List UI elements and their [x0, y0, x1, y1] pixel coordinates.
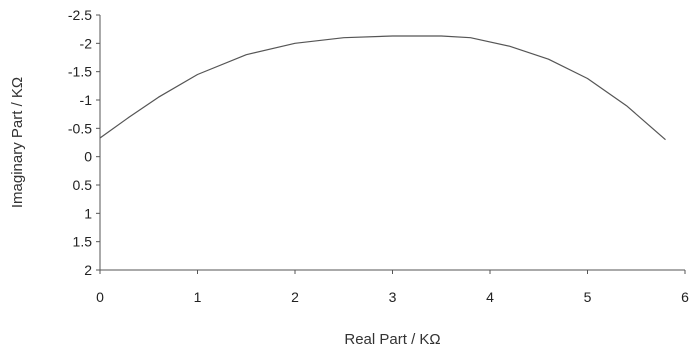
plot-marks	[99, 35, 666, 141]
x-tick-label: 1	[194, 289, 202, 305]
y-tick-label: 1	[84, 205, 92, 221]
x-tick-label: 3	[389, 289, 397, 305]
y-tick-label: -2	[80, 35, 93, 51]
y-tick-label: -1	[80, 92, 93, 108]
y-tick-label: 2	[84, 262, 92, 278]
x-tick-label: 5	[584, 289, 592, 305]
y-tick-label: -2.5	[68, 7, 92, 23]
x-tick-label: 4	[486, 289, 494, 305]
y-tick-label: 0.5	[73, 177, 93, 193]
y-tick-label: -0.5	[68, 120, 92, 136]
y-axis-title: Imaginary Part / KΩ	[9, 77, 26, 208]
series-line	[99, 35, 666, 141]
x-axis-title: Real Part / KΩ	[344, 331, 440, 348]
x-tick-label: 0	[96, 289, 104, 305]
x-tick-label: 2	[291, 289, 299, 305]
y-tick-label: 1.5	[73, 234, 93, 250]
x-tick-label: 6	[681, 289, 689, 305]
y-tick-label: -1.5	[68, 64, 92, 80]
y-tick-label: 0	[84, 149, 92, 165]
axes: -2.5-2-1.5-1-0.500.511.520 1 2 3 4 5 6	[68, 7, 689, 305]
